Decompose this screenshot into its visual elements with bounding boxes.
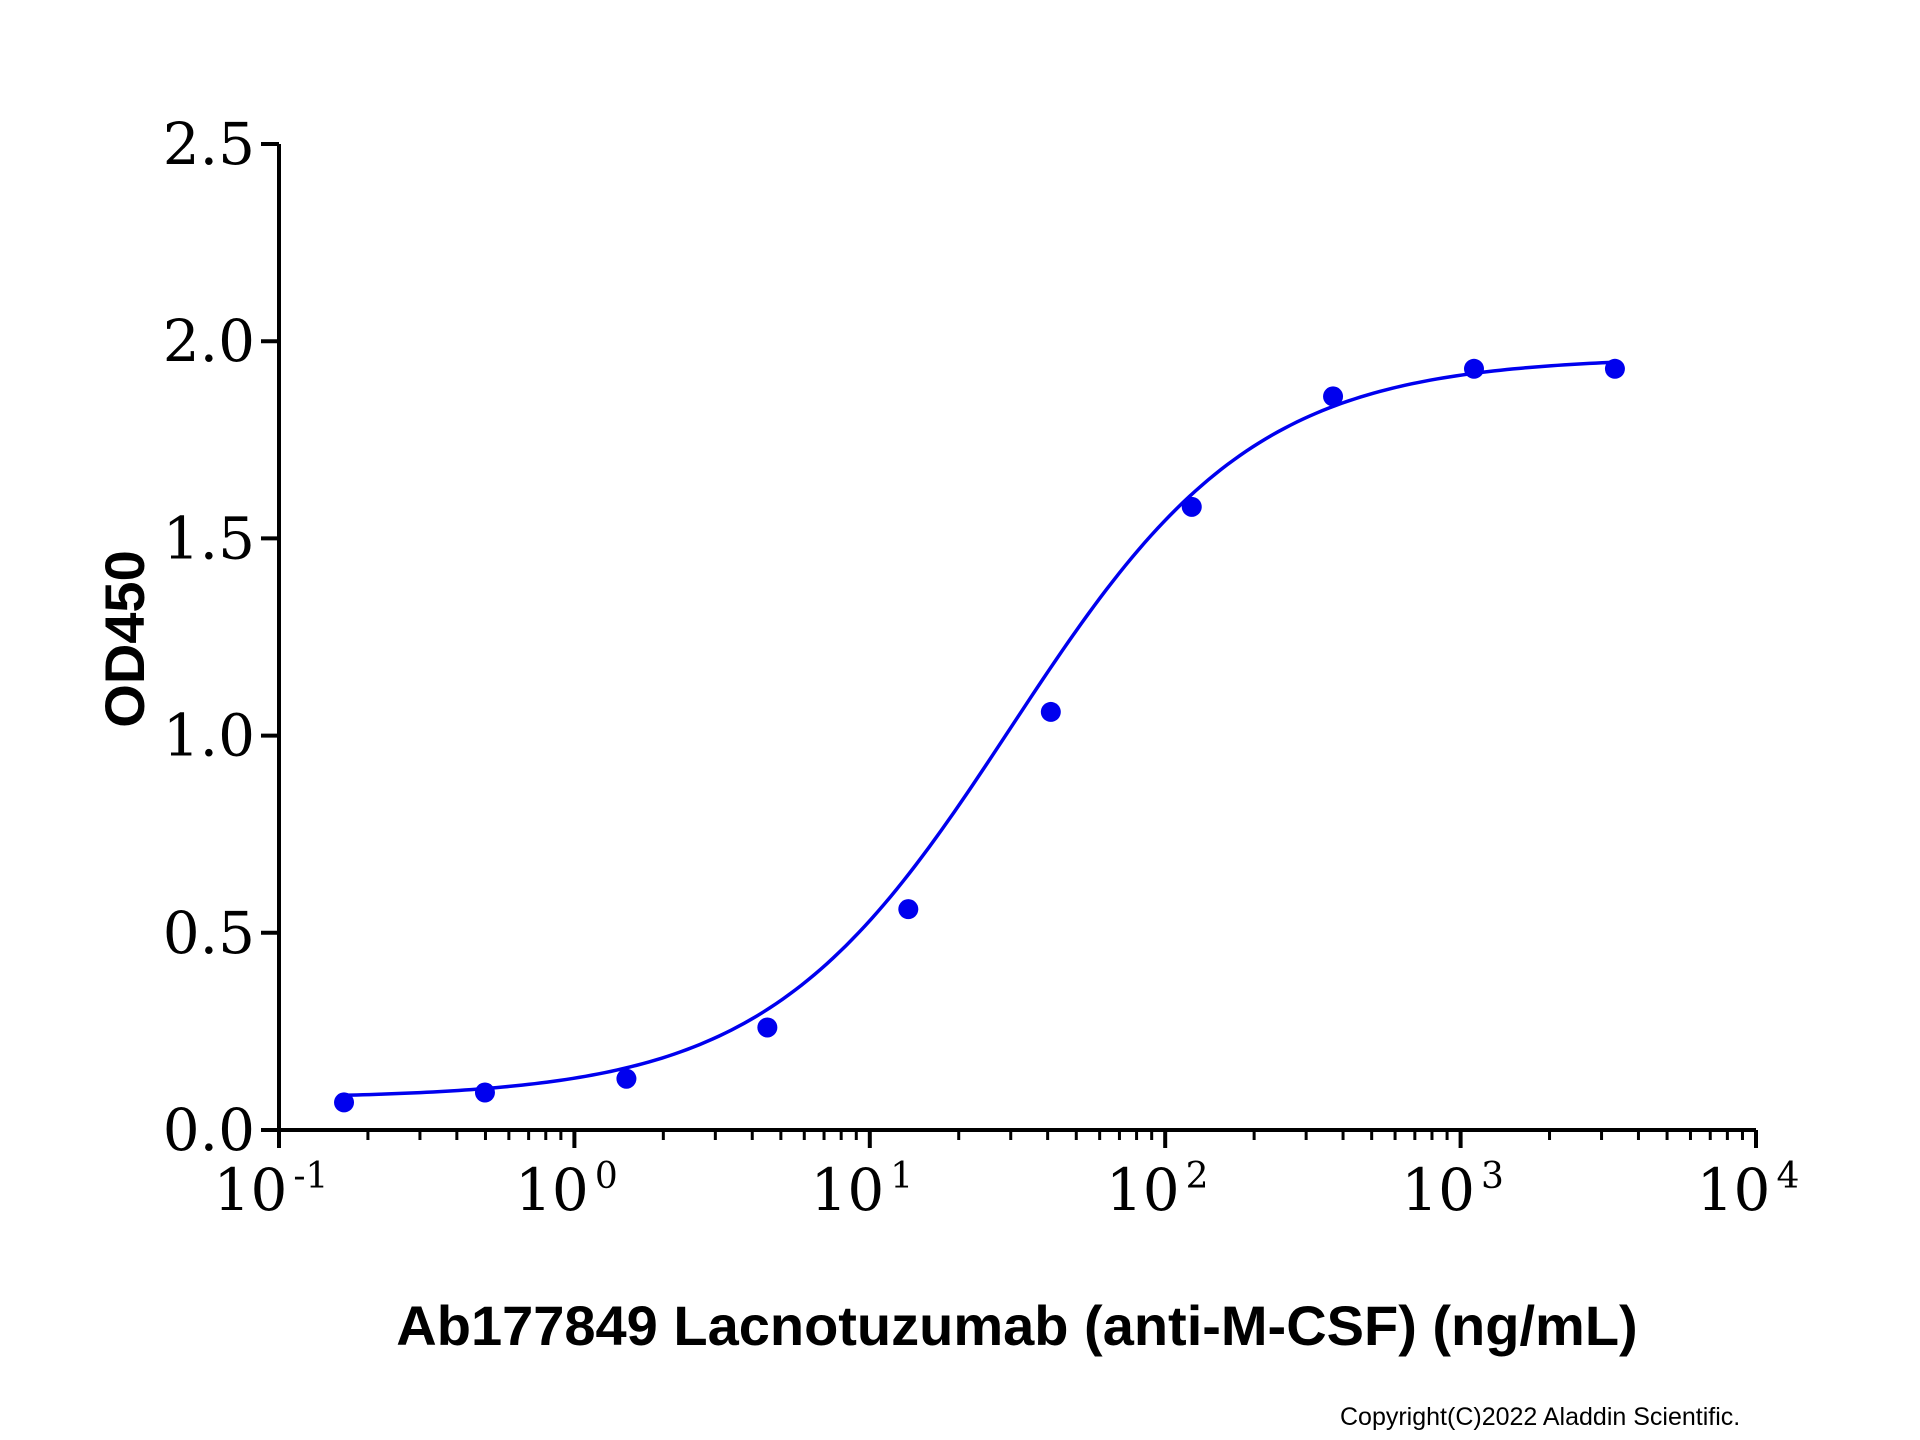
x-tick-base: 10	[1401, 1156, 1475, 1224]
y-tick-label: 2.5	[163, 110, 255, 178]
x-tick-exponent: 3	[1481, 1156, 1504, 1197]
data-point	[757, 1017, 778, 1038]
data-points-layer	[334, 358, 1625, 1113]
copyright-notice: Copyright(C)2022 Aladdin Scientific.	[1340, 1403, 1741, 1431]
data-point	[1463, 358, 1484, 379]
x-tick-label: 10 4	[1697, 1156, 1800, 1224]
x-tick-exponent: 1	[890, 1156, 913, 1197]
x-tick-base: 10	[1106, 1156, 1180, 1224]
y-tick-label: 1.0	[163, 702, 255, 770]
x-tick-exponent: 4	[1776, 1156, 1799, 1197]
x-tick-base: 10	[515, 1156, 589, 1224]
y-axis-title: OD450	[93, 550, 156, 727]
x-tick-exponent: 0	[595, 1156, 618, 1197]
x-tick-label: 10 -1	[214, 1156, 329, 1224]
x-tick-exponent: -1	[293, 1156, 328, 1197]
x-axis-ticks: 10 -1 10 0 10 1 10 2 10 3 10 4	[214, 1130, 1800, 1224]
x-tick-base: 10	[810, 1156, 884, 1224]
x-axis-title: Ab177849 Lacnotuzumab (anti-M-CSF) (ng/m…	[396, 1294, 1637, 1357]
data-point	[1323, 386, 1344, 407]
fit-curve-layer	[343, 360, 1616, 1098]
y-axis-ticks: 0.0 0.5 1.0 1.5 2.0 2.5	[163, 110, 279, 1164]
y-tick-label: 2.0	[163, 307, 255, 375]
data-point	[898, 899, 919, 920]
y-tick-label: 0.0	[163, 1096, 255, 1164]
data-point	[334, 1092, 355, 1113]
data-point	[616, 1068, 637, 1089]
x-tick-base: 10	[1697, 1156, 1771, 1224]
y-tick-label: 1.5	[163, 504, 255, 572]
chart-axes	[277, 144, 1756, 1132]
y-tick-label: 0.5	[163, 899, 255, 967]
data-point	[1604, 358, 1625, 379]
data-point	[1181, 496, 1202, 517]
fit-curve	[343, 360, 1616, 1098]
x-tick-exponent: 2	[1186, 1156, 1209, 1197]
x-tick-label: 10 0	[515, 1156, 618, 1224]
x-tick-label: 10 3	[1401, 1156, 1504, 1224]
data-point	[474, 1082, 495, 1103]
x-tick-label: 10 2	[1106, 1156, 1209, 1224]
x-tick-label: 10 1	[810, 1156, 913, 1224]
data-point	[1040, 701, 1061, 722]
x-tick-base: 10	[214, 1156, 288, 1224]
